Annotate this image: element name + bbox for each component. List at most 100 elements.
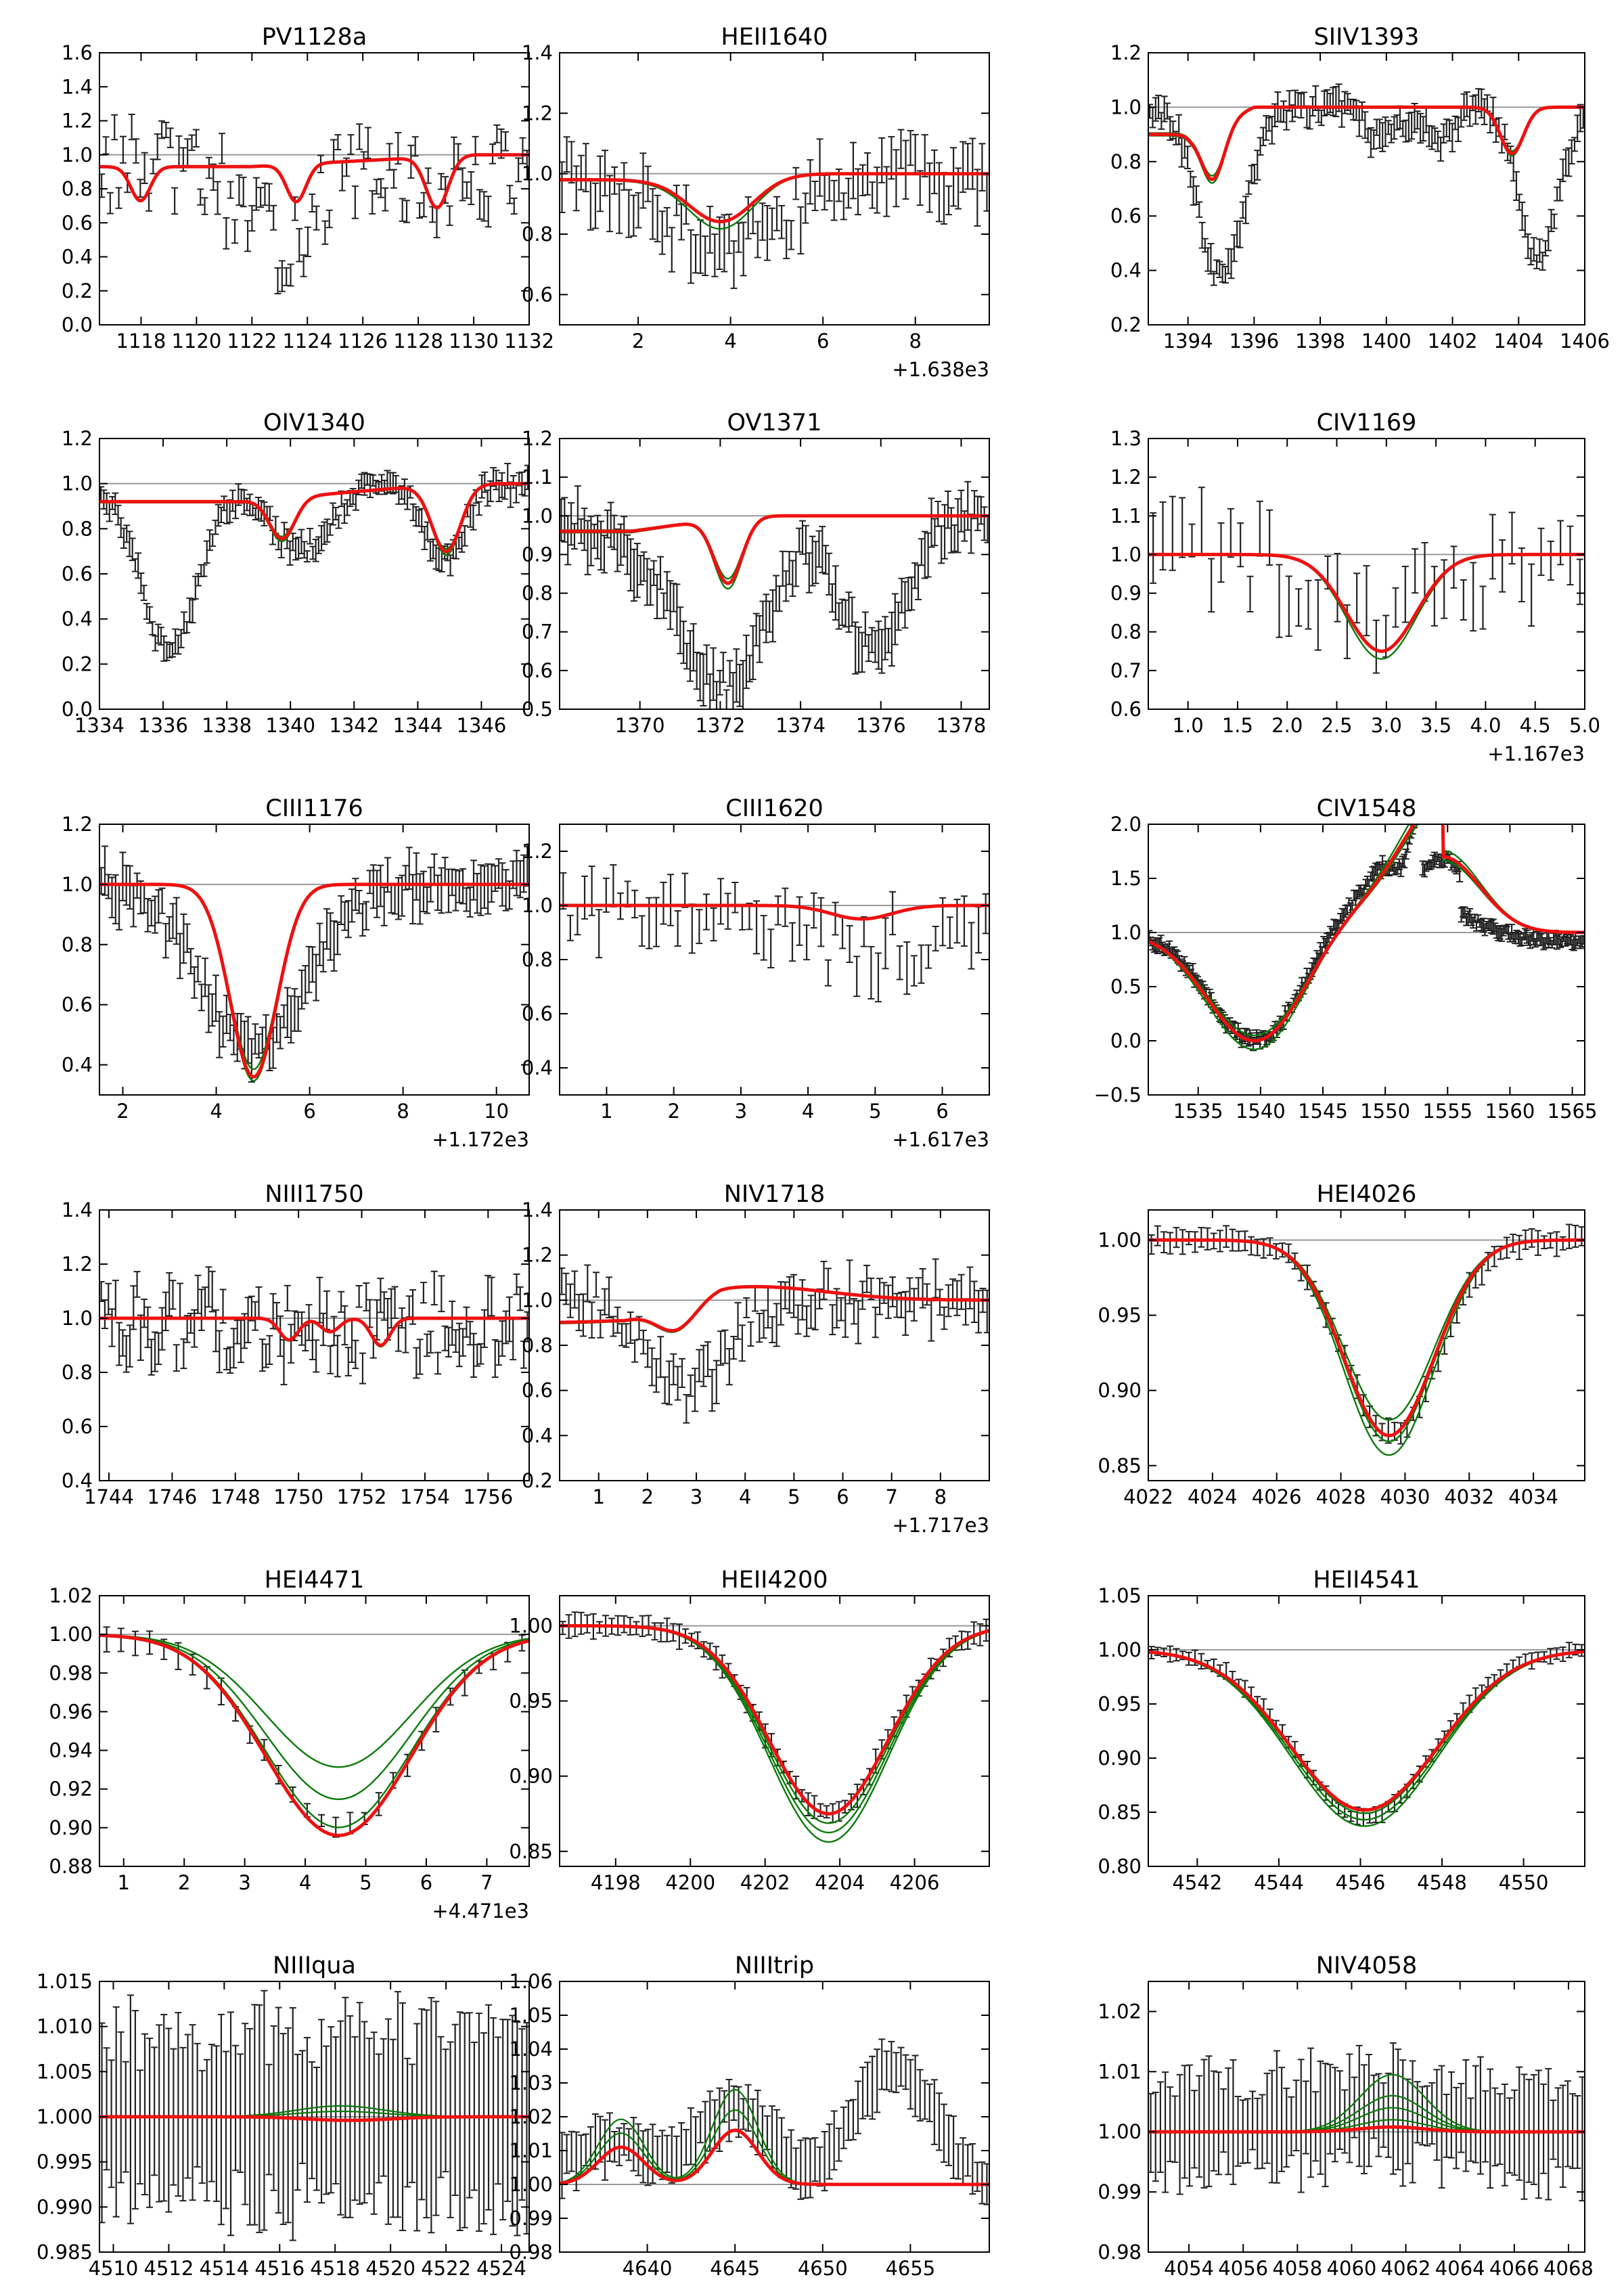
y-tick-label: 0.9	[522, 543, 553, 566]
observed-spectrum	[1150, 487, 1583, 674]
x-tick-label: 1750	[273, 1485, 323, 1508]
y-tick-label: 0.8	[62, 517, 93, 540]
y-tick-label: 0.4	[62, 1054, 93, 1077]
x-tick-label: 1126	[338, 330, 388, 353]
y-tick-label: 0.4	[62, 608, 93, 631]
panel-title: CIV1548	[1317, 795, 1417, 822]
x-tick-label: 1540	[1236, 1100, 1286, 1123]
y-tick-label: 2.0	[1110, 813, 1142, 836]
x-tick-label: 1746	[147, 1485, 197, 1508]
axes-frame	[99, 1595, 530, 1867]
observed-spectrum	[99, 114, 529, 294]
x-tick-label: 1756	[463, 1485, 513, 1508]
y-tick-label: 0.6	[62, 993, 93, 1016]
y-tick-label: 0.7	[1110, 659, 1142, 682]
plot-area	[99, 845, 529, 1083]
axes-frame	[559, 438, 990, 710]
plot-area	[1148, 824, 1585, 1052]
best-fit-curve	[560, 1284, 989, 1332]
panel-title: NIV1718	[724, 1181, 826, 1208]
panel-hei4026: 4022 4024 4026 4028 4030 4032 4034 0.85 0.90 0.95…	[1098, 1181, 1585, 1508]
x-tick-label: 1555	[1422, 1100, 1472, 1123]
model-grid-curve	[560, 173, 989, 230]
x-tick-label: 4026	[1252, 1485, 1302, 1508]
y-tick-label: 0.85	[1098, 1454, 1142, 1477]
best-fit-curve	[560, 514, 989, 585]
x-tick-label: 4030	[1380, 1485, 1430, 1508]
y-tick-label: 0.6	[522, 283, 553, 306]
y-tick-label: 1.2	[62, 110, 93, 133]
plot-area	[99, 114, 529, 294]
y-tick-label: 1.00	[49, 1623, 93, 1646]
panel-civ1548: 1535 1540 1545 1550 1555 1560 1565 −0.5 0.0 0.5 1.…	[1094, 795, 1598, 1123]
panel-title: CIV1169	[1317, 409, 1417, 436]
x-tick-label: 1560	[1485, 1100, 1535, 1123]
y-tick-label: 0.6	[62, 211, 93, 234]
y-tick-label: 0.7	[522, 621, 553, 644]
y-tick-label: 1.0	[522, 1288, 553, 1311]
x-tick-label: 1.5	[1222, 714, 1253, 737]
panel-title: HEI4471	[265, 1567, 365, 1594]
y-tick-label: 1.2	[522, 840, 553, 863]
x-tick-label: 1394	[1163, 330, 1213, 353]
plot-area	[560, 129, 989, 290]
y-tick-label: 0.6	[62, 562, 93, 585]
axes-frame	[559, 824, 990, 1096]
panel-title: HEII1640	[721, 24, 828, 51]
y-tick-label: 1.00	[1098, 1228, 1142, 1251]
y-tick-label: 1.5	[1110, 867, 1142, 890]
x-tick-label: 4034	[1508, 1485, 1558, 1508]
x-tick-label: 3	[735, 1100, 747, 1123]
y-tick-label: 0.4	[1110, 259, 1142, 282]
y-tick-label: 1.2	[522, 1244, 553, 1267]
best-fit-curve	[99, 882, 529, 1079]
x-tick-label: 1396	[1229, 330, 1279, 353]
panel-ciii1620: 1 2 3 4 5 6 0.4 0.6 0.8 1.0 1.2 CIII1620 +1.617e3	[522, 795, 990, 1151]
best-fit-curve	[1148, 552, 1585, 653]
plot-area	[560, 480, 989, 709]
x-tick-label: 1550	[1360, 1100, 1410, 1123]
y-tick-label: 1.4	[62, 75, 93, 98]
panel-hei4471: 1 2 3 4 5 6 7 0.88 0.90 0.92 0.94 0.96 0.98 1.00 1.02 H…	[49, 1567, 530, 1923]
y-tick-label: 1.0	[1110, 921, 1142, 944]
plot-area	[99, 462, 529, 662]
y-tick-label: 1.2	[1110, 41, 1142, 64]
panel-title: OIV1340	[263, 409, 365, 436]
axes-frame	[99, 1209, 530, 1481]
x-tick-label: 4	[724, 330, 736, 353]
y-tick-label: 0.6	[62, 1415, 93, 1438]
x-tick-label: 3.5	[1420, 714, 1451, 737]
y-tick-label: 1.4	[522, 1198, 553, 1221]
x-tick-label: 8	[397, 1100, 409, 1123]
observed-spectrum	[560, 129, 989, 290]
model-grid-curve	[1148, 1239, 1585, 1456]
y-tick-label: 1.0	[1110, 95, 1142, 118]
observed-spectrum	[103, 1626, 526, 1838]
x-tick-label: 2	[641, 1485, 654, 1508]
observed-spectrum	[560, 864, 989, 1003]
best-fit-curve	[1148, 1238, 1585, 1437]
observed-spectrum	[560, 1258, 989, 1424]
x-tick-label: 1372	[695, 714, 745, 737]
x-tick-label: 8	[934, 1485, 947, 1508]
x-tick-label: 1754	[400, 1485, 450, 1508]
y-tick-label: 0.8	[1110, 150, 1142, 173]
best-fit-curve	[1148, 824, 1585, 1043]
x-tick-label: 10	[484, 1100, 509, 1123]
x-tick-label: 1334	[74, 714, 125, 737]
x-tick-label: 1404	[1493, 330, 1543, 353]
x-tick-label: 4032	[1444, 1485, 1494, 1508]
x-tick-label: 7	[480, 1871, 493, 1894]
y-tick-label: 1.0	[522, 162, 553, 185]
y-tick-label: 1.4	[62, 1198, 93, 1221]
x-tick-label: 1400	[1361, 330, 1412, 353]
y-tick-label: 0.92	[49, 1778, 93, 1801]
y-tick-label: 0.8	[522, 223, 553, 246]
y-tick-label: 0.6	[1110, 204, 1142, 227]
y-tick-label: 0.8	[522, 1334, 553, 1357]
observed-spectrum	[1148, 83, 1585, 286]
x-tick-label: 1344	[392, 714, 443, 737]
x-tick-label: 1120	[171, 330, 221, 353]
y-tick-label: 0.6	[522, 659, 553, 682]
plot-area	[560, 1258, 989, 1424]
